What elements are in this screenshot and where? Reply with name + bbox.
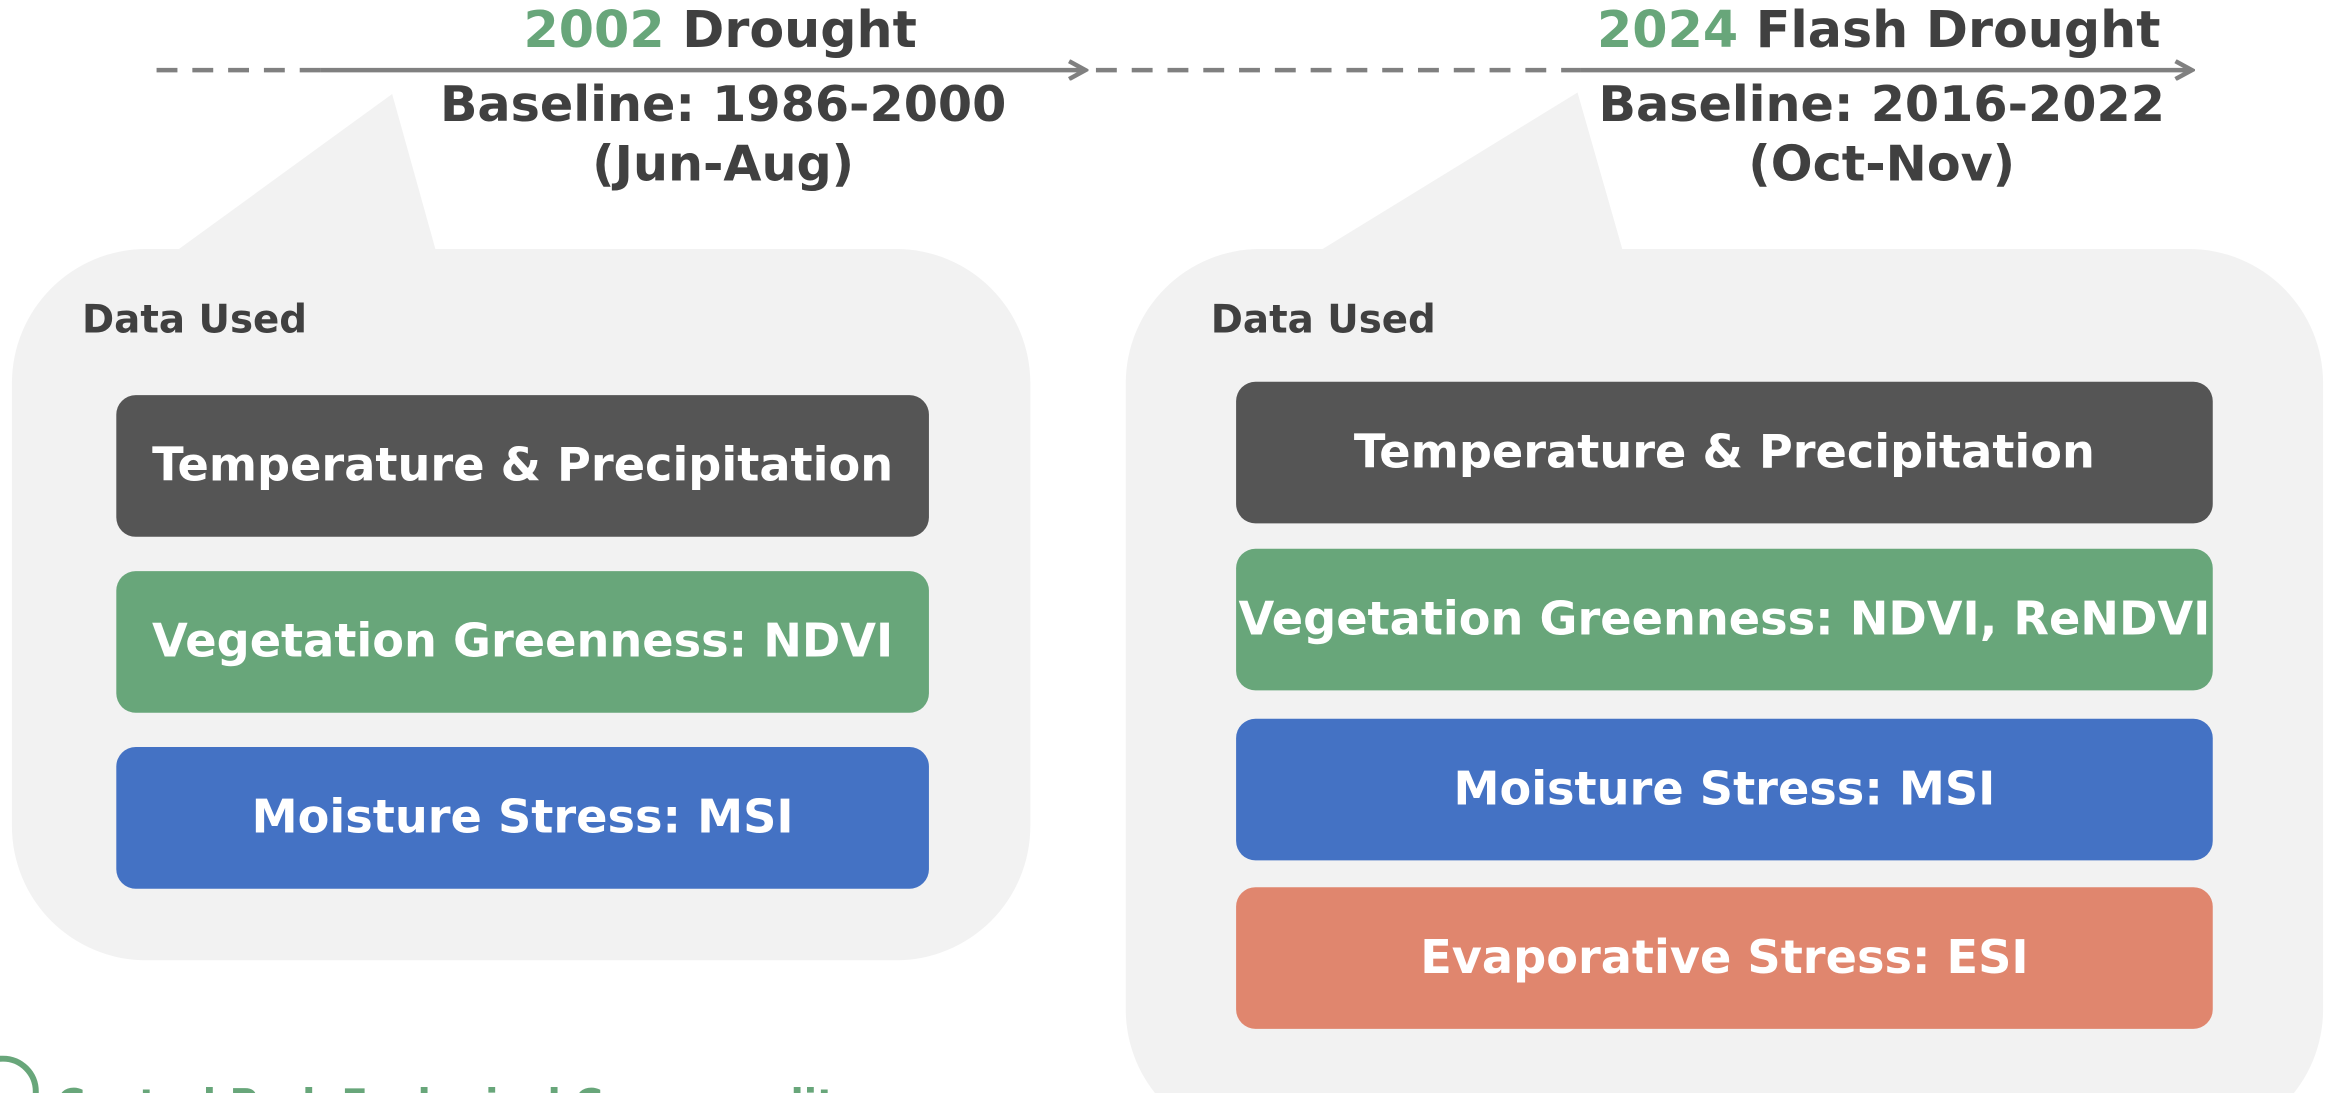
event-title: 2024 Flash Drought bbox=[1597, 0, 2160, 59]
data-box-label: Vegetation Greenness: NDVI, ReNDVI bbox=[1239, 591, 2211, 645]
data-box bbox=[116, 395, 929, 537]
data-box bbox=[1236, 381, 2213, 524]
data-box bbox=[1236, 887, 2213, 1029]
callout-pointer bbox=[1322, 92, 1623, 250]
data-box-label: Evaporative Stress: ESI bbox=[1420, 930, 2028, 984]
event-name: Drought bbox=[682, 0, 917, 59]
event-title: 2002 Drought bbox=[524, 0, 917, 59]
data-box-label: Temperature & Precipitation bbox=[152, 438, 893, 492]
data-box bbox=[1236, 548, 2213, 691]
data-box bbox=[1236, 718, 2213, 861]
months: (Jun-Aug) bbox=[592, 135, 854, 193]
panel-heading: Data Used bbox=[1211, 298, 1436, 343]
months: (Oct-Nov) bbox=[1748, 135, 2015, 193]
data-box-label: Moisture Stress: MSI bbox=[1453, 761, 1995, 815]
data-box-label: Vegetation Greenness: NDVI bbox=[152, 614, 893, 668]
callout-pointer bbox=[178, 93, 436, 250]
footer: Central Park Ecological Commonality bbox=[0, 1055, 861, 1093]
footer-icon bbox=[0, 1055, 39, 1093]
event-name: Flash Drought bbox=[1756, 0, 2161, 59]
data-box-label: Moisture Stress: MSI bbox=[252, 790, 794, 844]
data-box-label: Temperature & Precipitation bbox=[1354, 424, 2095, 478]
footer-text: Central Park Ecological Commonality bbox=[57, 1082, 861, 1093]
baseline: Baseline: 2016-2022 bbox=[1599, 75, 2165, 133]
data-box bbox=[116, 571, 929, 713]
event-year: 2024 bbox=[1597, 0, 1738, 59]
panel-heading: Data Used bbox=[82, 298, 307, 343]
data-box bbox=[116, 747, 929, 889]
baseline: Baseline: 1986-2000 bbox=[440, 75, 1006, 133]
event-year: 2002 bbox=[524, 0, 665, 59]
